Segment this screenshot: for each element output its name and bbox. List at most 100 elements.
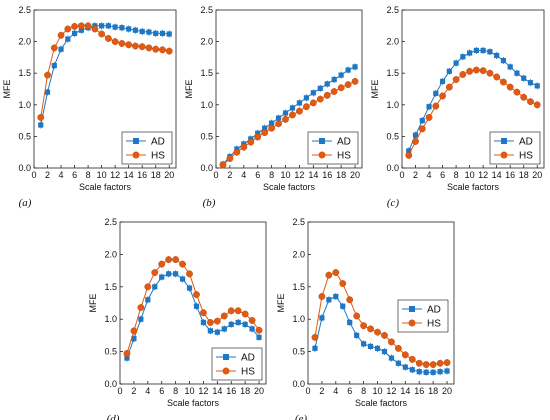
x-tick-label: 12 [198,386,208,396]
x-tick-label: 4 [145,386,150,396]
data-point [433,90,439,97]
data-point [151,269,159,276]
data-point [352,64,358,70]
chart-panel: 0.0 0.5 1.0 1.5 2.0 2.5 0 2 4 6 8 10 12 14 16 18 20 Scale… [184,5,363,209]
data-point [312,345,318,351]
legend: AD HS [121,131,173,165]
data-point [412,138,419,145]
data-point [500,78,507,86]
data-point [338,72,344,78]
y-tick-label: 2.5 [386,5,399,15]
legend-label: AD [337,137,351,148]
data-point [401,351,409,359]
x-tick-label: 6 [440,170,445,180]
x-tick-label: 14 [212,386,222,396]
data-point [51,63,57,69]
data-point [234,307,242,315]
plot-frame [119,221,267,385]
x-tick-label: 20 [164,170,174,180]
series-line [40,25,170,126]
data-point [58,46,64,52]
y-tick-label: 2.0 [386,37,399,47]
data-point [324,81,330,87]
x-tick-label: 4 [59,170,64,180]
x-tick-label: 2 [227,170,232,180]
y-tick-label: 1.5 [104,282,117,292]
data-point [213,317,221,325]
data-point [145,297,151,303]
data-point [360,322,368,330]
data-point [275,120,282,128]
data-point [227,307,235,315]
data-point [139,28,145,35]
data-point [480,47,486,54]
data-point [146,29,152,35]
data-point [165,47,173,55]
plot-frame [401,9,545,169]
data-point [138,43,146,51]
data-point [388,338,395,346]
data-point [323,91,331,99]
data-point [346,296,354,304]
x-axis-label: Scale factors [263,182,316,192]
y-tick-label: 1.0 [386,100,399,110]
data-point [166,271,172,277]
data-point [361,341,367,347]
data-point [200,309,207,317]
plot-frame [215,9,363,169]
legend-marker [409,306,415,312]
x-tick-label: 14 [492,170,502,180]
data-point [340,303,346,309]
data-point [479,67,487,75]
x-tick-label: 18 [519,170,529,180]
data-point [123,350,131,357]
data-point [124,355,130,361]
data-point [439,92,446,100]
legend-label: AD [427,305,441,316]
y-tick-label: 1.0 [200,100,213,110]
panel-label: (b) [203,197,216,209]
legend-box [489,131,541,165]
x-tick-label: 4 [333,386,338,396]
y-tick-label: 0.0 [104,379,117,389]
legend-marker [132,151,140,159]
x-tick-label: 6 [72,170,77,180]
x-tick-label: 18 [240,386,250,396]
y-tick-label: 2.5 [200,5,213,15]
legend: AD HS [307,131,359,165]
data-point [412,132,419,138]
data-point [158,260,166,268]
data-point [269,120,275,126]
data-point [500,57,507,64]
legend-marker [318,151,326,159]
y-tick-label: 2.5 [18,5,31,15]
data-point [367,343,374,350]
data-point [443,359,451,367]
data-point [425,114,433,121]
legend-marker [319,138,325,144]
y-tick-label: 0.5 [386,131,399,141]
legend-marker [222,367,230,375]
data-point [446,68,452,74]
y-tick-label: 2.0 [200,37,213,47]
data-point [152,45,160,53]
x-tick-label: 0 [305,386,310,396]
data-point [445,83,453,91]
data-point [91,25,99,33]
data-point [486,69,494,77]
legend-box [307,131,359,165]
data-point [422,361,430,368]
data-point [316,95,324,103]
data-point [112,24,118,30]
data-point [137,304,145,311]
x-tick-label: 16 [322,170,332,180]
data-point [275,115,282,121]
x-tick-label: 6 [159,386,164,396]
x-tick-label: 10 [373,386,383,396]
legend-marker [223,354,229,360]
x-tick-label: 20 [532,170,542,180]
data-point [193,303,200,309]
x-tick-label: 4 [241,170,246,180]
data-point [248,317,256,324]
data-point [219,161,227,169]
